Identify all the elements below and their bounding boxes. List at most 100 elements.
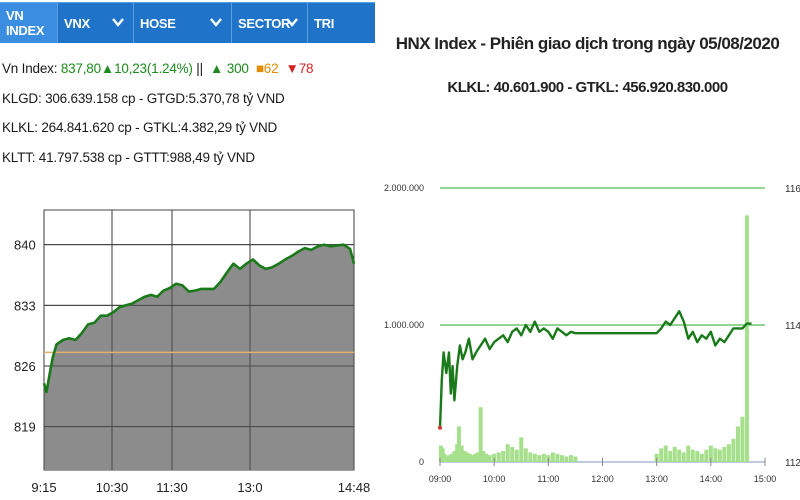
volume-bar: [659, 448, 664, 462]
y-tick-label: 819: [14, 420, 36, 435]
declines-count: 78: [298, 61, 314, 76]
volume-bar: [672, 446, 677, 462]
x-tick-label: 11:00: [537, 474, 559, 484]
y-tick-label-right: 114: [785, 321, 800, 332]
volume-bar: [475, 452, 480, 462]
separator: ||: [196, 61, 203, 76]
volume-bar: [740, 416, 745, 462]
volume-bar: [496, 452, 501, 462]
volume-bar: [528, 452, 533, 462]
volume-bar: [501, 451, 506, 462]
hnx-chart-subtitle: KLKL: 40.601.900 - GTKL: 456.920.830.000: [447, 79, 728, 96]
index-summary-line: Vn Index: 837,80▲10,23(1.24%) || ▲ 300 ■…: [2, 61, 314, 76]
open-marker: [438, 425, 442, 430]
y-tick-label-left: 2.000.000: [384, 183, 424, 193]
volume-bar: [726, 444, 731, 462]
chevron-down-icon[interactable]: [285, 15, 299, 29]
volume-bar: [568, 455, 573, 462]
volume-bar: [467, 453, 472, 462]
volume-bar: [462, 451, 467, 462]
x-tick-label: 09:00: [429, 474, 452, 484]
index-tab-bar: VN INDEX VNX HOSE SECTOR TRI: [0, 2, 375, 43]
volume-bar: [514, 449, 519, 462]
tab-label: SECTOR: [238, 15, 291, 31]
up-arrow-icon: ▲: [100, 61, 115, 76]
volume-bar: [523, 448, 528, 462]
volume-bar: [478, 407, 483, 462]
volume-bar: [442, 453, 447, 462]
declines-arrow-icon: ▼: [285, 61, 299, 76]
volume-bar: [505, 444, 510, 462]
volume-bar: [473, 453, 478, 462]
tab-label: HOSE: [140, 15, 176, 31]
index-value: 837,80: [60, 61, 101, 76]
volume-bar: [492, 453, 497, 462]
volume-bar: [484, 453, 489, 462]
x-tick-label: 14:00: [700, 474, 723, 484]
klgd-line: KLGD: 306.639.158 cp - GTGD:5.370,78 tỷ …: [2, 91, 285, 106]
volume-bar: [550, 452, 555, 462]
advances-count: 300: [226, 61, 249, 76]
volume-bar: [663, 445, 668, 462]
volume-bar: [708, 445, 713, 462]
volume-bar: [731, 438, 736, 462]
x-tick-label: 10:00: [483, 474, 506, 484]
x-tick-label: 11:30: [156, 480, 188, 495]
tab-hose[interactable]: HOSE: [134, 3, 232, 43]
volume-bar: [713, 448, 718, 462]
vn-index-panel: VN INDEX VNX HOSE SECTOR TRI Vn Index: 8…: [0, 0, 375, 500]
volume-bar: [555, 453, 560, 462]
volume-bar: [695, 451, 700, 462]
hnx-chart-title: HNX Index - Phiên giao dịch trong ngày 0…: [395, 34, 780, 53]
volume-bar: [510, 446, 515, 462]
volume-bar: [465, 452, 470, 462]
chevron-down-icon[interactable]: [111, 15, 125, 29]
y-tick-label-left: 1.000.000: [384, 320, 424, 330]
y-tick-label: 833: [14, 298, 36, 313]
vn-index-chart: 819 826 833 840 9:15 10:30 11:30 13:0 14:48: [14, 209, 370, 495]
volume-bar: [573, 456, 578, 462]
volume-bar: [717, 449, 722, 462]
tab-label: VN INDEX: [6, 8, 45, 38]
y-tick-label-left: 0: [419, 457, 424, 467]
advances-arrow-icon: ▲: [210, 61, 224, 76]
volume-bar: [487, 455, 492, 462]
tab-sector[interactable]: SECTOR: [232, 3, 308, 43]
volume-bar: [519, 437, 524, 462]
volume-bar: [690, 449, 695, 462]
volume-bar: [470, 455, 475, 462]
volume-bar: [699, 453, 704, 462]
x-tick-label: 15:00: [754, 474, 777, 484]
volume-bar: [654, 453, 659, 462]
tab-vnx[interactable]: VNX: [58, 3, 134, 43]
y-tick-label: 840: [14, 238, 36, 253]
volume-bar: [722, 446, 727, 462]
tab-label: VNX: [64, 15, 90, 31]
x-tick-label: 13:0: [237, 480, 262, 495]
volume-bar: [677, 449, 682, 462]
index-line: [42, 243, 356, 394]
klkl-line: KLKL: 264.841.620 cp - GTKL:4.382,29 tỷ …: [2, 120, 278, 135]
x-tick-label: 9:15: [31, 480, 56, 495]
hnx-index-panel: HNX Index - Phiên giao dịch trong ngày 0…: [375, 0, 800, 500]
volume-bar: [449, 453, 454, 462]
volume-bar: [704, 449, 709, 462]
chevron-down-icon[interactable]: [209, 15, 223, 29]
volume-bar: [686, 445, 691, 462]
volume-bar: [532, 453, 537, 462]
tab-tri[interactable]: TRI: [308, 3, 375, 43]
index-change: 10,23(1.24%): [114, 61, 193, 76]
tab-label: TRI: [314, 15, 335, 31]
y-tick-label: 826: [14, 359, 36, 374]
volume-bar: [456, 426, 461, 462]
x-tick-label: 10:30: [96, 480, 129, 495]
x-tick-label: 13:00: [645, 474, 668, 484]
kltt-line: KLTT: 41.797.538 cp - GTTT:988,49 tỷ VND: [2, 150, 255, 165]
volume-bar: [452, 451, 457, 462]
volume-bar: [559, 455, 564, 462]
unchanged-square-icon: ■: [255, 61, 264, 76]
tab-vn-index[interactable]: VN INDEX: [0, 3, 58, 43]
volume-bar: [735, 426, 740, 462]
y-tick-label-right: 116: [785, 184, 800, 195]
unchanged-count: 62: [263, 61, 279, 76]
